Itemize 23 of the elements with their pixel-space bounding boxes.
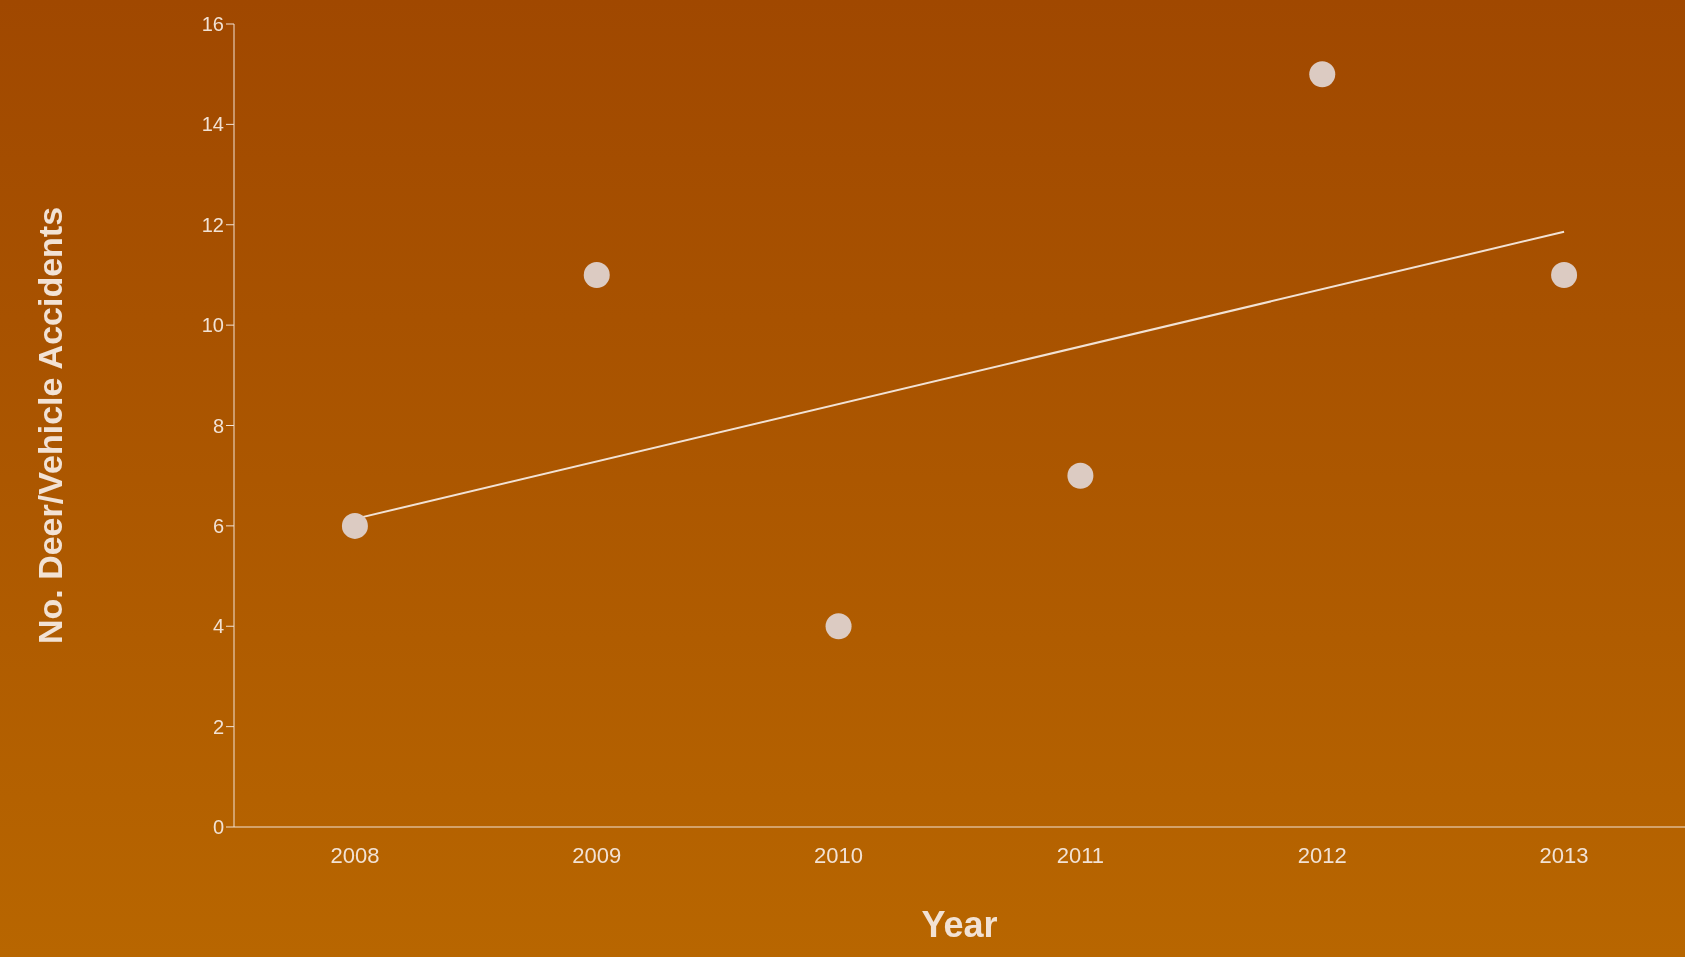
- x-tick-label: 2010: [814, 842, 864, 868]
- point: [825, 613, 852, 640]
- x-tick-label: 2013: [1539, 842, 1589, 868]
- y-tick-label: 2: [212, 715, 224, 738]
- point: [1551, 261, 1578, 288]
- y-tick-label: 14: [201, 113, 224, 136]
- point: [1067, 462, 1094, 489]
- point: [1309, 61, 1336, 88]
- y-tick-label: 10: [201, 314, 224, 337]
- y-tick-label: 0: [212, 816, 224, 839]
- y-axis-title: No. Deer/Vehicle Accidents: [31, 206, 70, 645]
- x-tick-label: 2011: [1056, 842, 1105, 868]
- y-tick-label: 16: [201, 13, 224, 36]
- x-tick-label: 2008: [330, 842, 380, 868]
- y-tick-label: 8: [212, 414, 224, 437]
- x-axis-title: Year: [921, 904, 998, 945]
- x-tick-label: 2009: [572, 842, 622, 868]
- point: [583, 261, 610, 288]
- y-tick-label: 12: [201, 213, 224, 236]
- x-tick-label: 2012: [1297, 842, 1347, 868]
- y-tick-label: 4: [212, 615, 224, 638]
- y-tick-label: 6: [212, 514, 224, 537]
- point: [341, 512, 368, 539]
